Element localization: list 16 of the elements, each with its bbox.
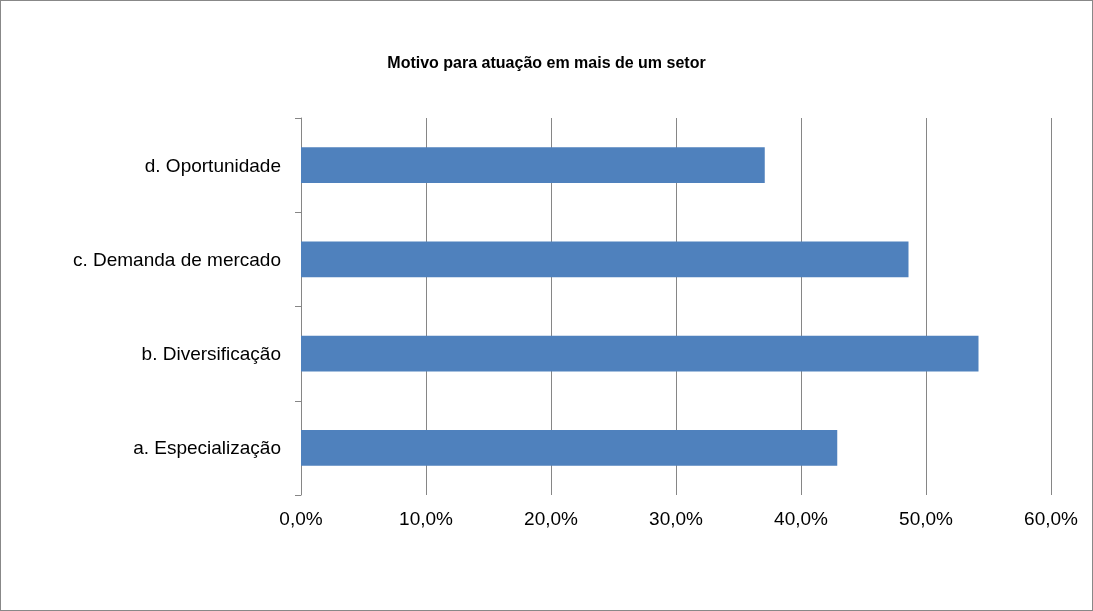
x-tick-label: 50,0% (899, 508, 954, 529)
x-tick-label: 30,0% (649, 508, 704, 529)
bar (301, 241, 909, 278)
x-tick-label: 10,0% (399, 508, 454, 529)
x-tick-label: 20,0% (524, 508, 579, 529)
y-tick-label: c. Demanda de mercado (72, 248, 281, 270)
x-tick-label: 60,0% (1024, 508, 1079, 529)
x-tick-label: 40,0% (774, 508, 829, 529)
y-tick-label: b. Diversificação (141, 343, 281, 365)
y-tick-label: d. Oportunidade (144, 154, 281, 176)
bar (301, 335, 979, 372)
x-tick-label: 0,0% (279, 508, 323, 529)
bar (301, 429, 838, 466)
bar (301, 147, 765, 184)
chart-title: Motivo para atuação em mais de um setor (387, 53, 706, 71)
y-tick-label: a. Especialização (133, 437, 281, 459)
